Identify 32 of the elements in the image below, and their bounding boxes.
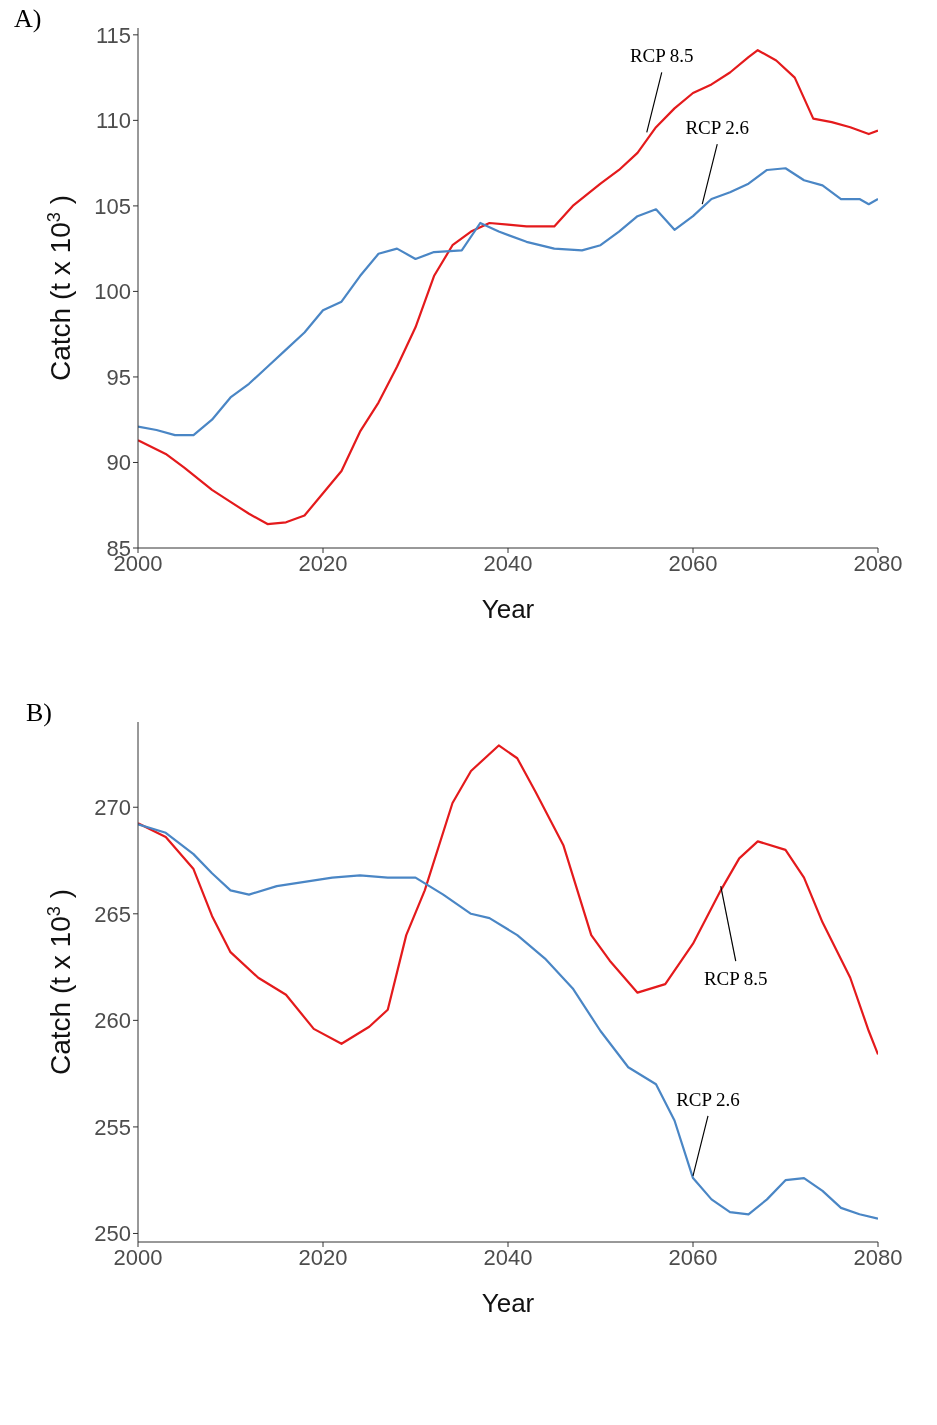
y-tick-label: 110 [95,108,131,134]
text: A) [14,4,42,34]
x-tick-label: 2020 [298,1244,348,1270]
y-tick-label: 90 [106,450,131,476]
annotation: RCP 2.6 [685,117,750,139]
y-tick-label: 260 [94,1008,131,1034]
x-tick-label: 2060 [668,1244,718,1270]
x-tick-label: 2040 [483,550,533,576]
x-tick-label: 2000 [113,1244,163,1270]
y-tick-label: 115 [95,22,131,48]
y-tick-label: 105 [94,193,131,219]
y-tick-label: 100 [94,279,131,305]
annotation: RCP 8.5 [629,45,694,67]
y-tick-label: 250 [94,1221,131,1247]
x-tick-label: 2080 [853,550,903,576]
line-series [138,167,878,437]
annotation: RCP 8.5 [703,968,768,990]
annotation: RCP 2.6 [676,1088,740,1110]
x-axis-title: Year [481,1288,535,1318]
x-tick-label: 2060 [668,550,718,576]
y-tick-label: 270 [94,795,131,821]
line-series [138,49,878,526]
x-tick-label: 2020 [298,550,348,576]
y-tick-label: 265 [94,901,131,927]
line-series [138,823,878,1220]
text: B) [26,698,52,728]
x-tick-label: 2080 [853,1244,903,1270]
y-tick-label: 95 [106,364,131,390]
line-series [138,744,878,1056]
x-axis-title: Year [481,594,535,624]
y-tick-label: 255 [94,1114,131,1140]
x-tick-label: 2040 [483,1244,533,1270]
